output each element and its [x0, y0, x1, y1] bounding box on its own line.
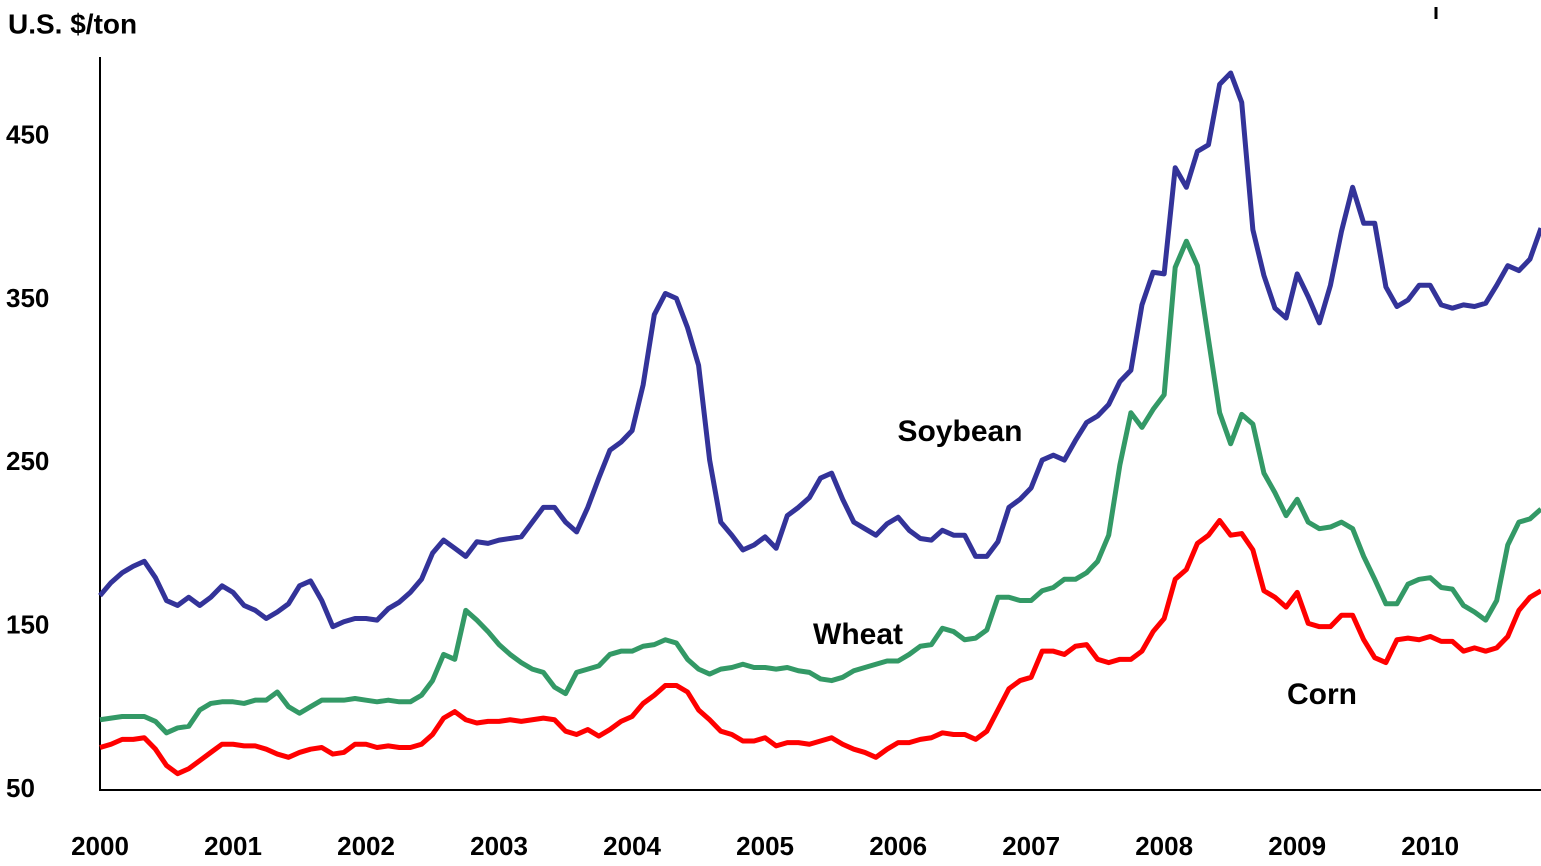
x-tick-label: 2010 — [1401, 831, 1459, 861]
series-line — [98, 70, 1541, 630]
x-tick-label: 2008 — [1135, 831, 1193, 861]
x-tick-label: 2009 — [1268, 831, 1326, 861]
x-tick-label: 2005 — [736, 831, 794, 861]
series-line — [99, 518, 1541, 777]
y-axis-title: U.S. $/ton — [8, 8, 137, 39]
y-tick-label: 50 — [6, 773, 35, 803]
series-label: Soybean — [897, 415, 1022, 448]
x-tick-label: 2006 — [869, 831, 927, 861]
y-tick-label: 250 — [6, 446, 49, 476]
x-tick-label: 2001 — [204, 831, 262, 861]
x-tick-label: 2004 — [603, 831, 661, 861]
x-tick-label: 2003 — [470, 831, 528, 861]
x-tick-label: 2000 — [71, 831, 129, 861]
y-tick-label: 150 — [6, 610, 49, 640]
series-line — [99, 238, 1541, 736]
x-tick-label: 2007 — [1002, 831, 1060, 861]
x-tick-label: 2002 — [337, 831, 395, 861]
y-tick-label: 450 — [6, 120, 49, 150]
series-label: Corn — [1287, 678, 1357, 711]
series-label: Wheat — [813, 618, 903, 651]
y-tick-label: 350 — [6, 283, 49, 313]
